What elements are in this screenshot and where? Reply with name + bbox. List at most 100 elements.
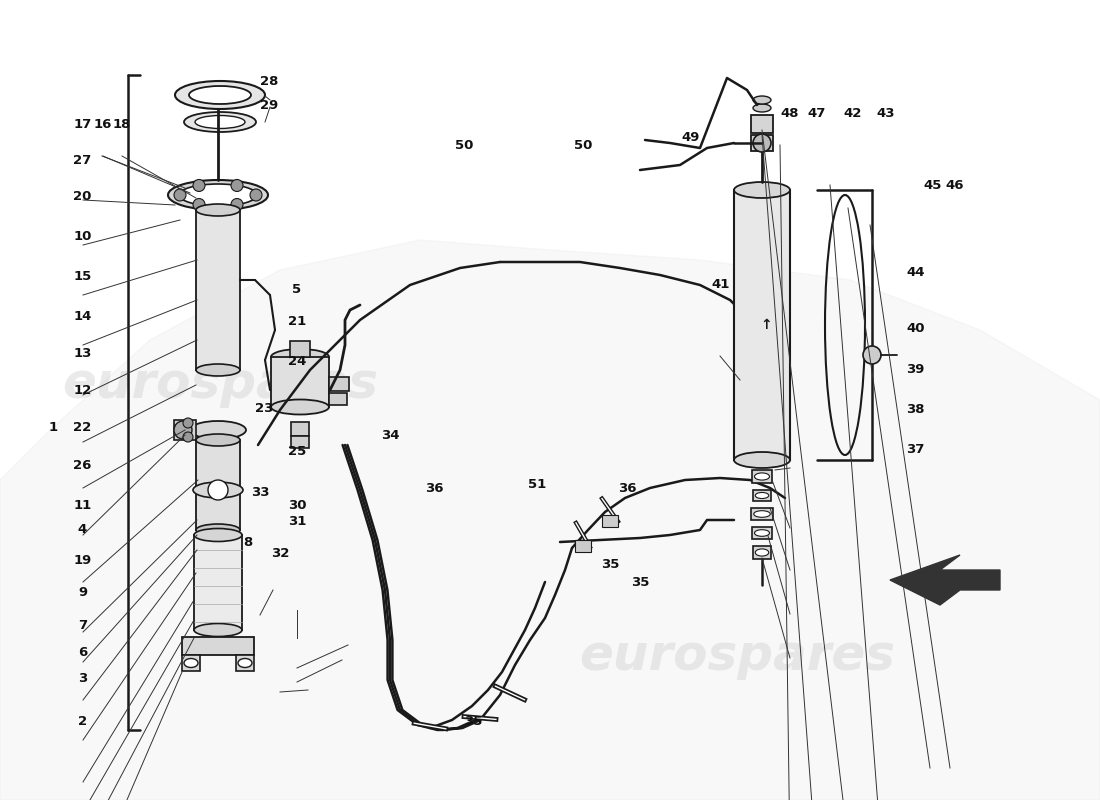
Text: 28: 28 [261,75,278,88]
Ellipse shape [179,184,257,206]
Text: 35: 35 [464,715,482,728]
Text: 36: 36 [426,482,443,494]
Ellipse shape [196,204,240,216]
Bar [194,535,242,630]
Bar [182,637,254,655]
Ellipse shape [734,182,790,198]
Bar [329,393,346,405]
Ellipse shape [271,399,329,414]
Text: 13: 13 [74,347,91,360]
Text: 37: 37 [906,443,924,456]
Circle shape [754,134,771,152]
Ellipse shape [184,658,198,667]
Text: 44: 44 [906,266,924,278]
Bar [182,655,200,671]
Ellipse shape [175,81,265,109]
Polygon shape [0,240,1100,800]
Text: 43: 43 [877,107,894,120]
Text: 10: 10 [74,230,91,242]
Text: 14: 14 [74,310,91,322]
Text: 38: 38 [906,403,924,416]
Text: 19: 19 [74,554,91,566]
Circle shape [231,179,243,191]
Text: 49: 49 [682,131,700,144]
Text: 51: 51 [528,478,546,490]
Circle shape [250,189,262,201]
Circle shape [174,421,192,439]
Ellipse shape [756,493,769,498]
Text: 15: 15 [74,270,91,282]
Text: 40: 40 [906,322,924,334]
Bar [329,377,349,391]
Bar [292,436,309,448]
Text: 34: 34 [382,430,399,442]
Bar [290,341,310,357]
Circle shape [174,189,186,201]
Ellipse shape [755,530,770,536]
Text: 8: 8 [243,536,252,549]
Bar [754,490,771,501]
Ellipse shape [196,524,240,536]
Text: 22: 22 [74,422,91,434]
Bar [752,527,772,539]
Text: eurospares: eurospares [579,632,895,680]
Text: 30: 30 [288,499,306,512]
Bar [751,115,773,133]
Text: 4: 4 [78,523,87,536]
Ellipse shape [754,104,771,112]
Text: 31: 31 [288,515,306,528]
Text: 7: 7 [78,619,87,632]
Text: 12: 12 [74,384,91,397]
Ellipse shape [190,421,246,439]
Text: 2: 2 [78,715,87,728]
Ellipse shape [754,510,770,518]
Text: 6: 6 [78,646,87,658]
Ellipse shape [184,112,256,132]
Text: 9: 9 [78,586,87,598]
Text: 18: 18 [113,118,131,130]
Text: 33: 33 [252,486,270,498]
Bar [575,540,591,552]
Ellipse shape [756,549,769,556]
Text: 26: 26 [74,459,91,472]
Ellipse shape [754,96,771,104]
Text: 45: 45 [924,179,942,192]
Ellipse shape [196,364,240,376]
Text: 46: 46 [946,179,964,192]
Text: 27: 27 [74,154,91,166]
Circle shape [183,432,192,442]
Circle shape [864,346,881,364]
Ellipse shape [192,482,243,498]
Text: 24: 24 [288,355,306,368]
Ellipse shape [271,349,329,365]
Bar [174,420,196,440]
Text: 25: 25 [288,446,306,458]
Text: 48: 48 [781,107,799,120]
Ellipse shape [755,473,770,480]
Text: 32: 32 [272,547,289,560]
Text: 35: 35 [631,576,649,589]
Ellipse shape [195,115,245,129]
Polygon shape [890,555,1000,605]
Ellipse shape [734,452,790,468]
Bar [196,440,240,530]
Circle shape [192,179,205,191]
Text: 17: 17 [74,118,91,130]
Bar [196,210,240,370]
Circle shape [231,198,243,210]
Text: 29: 29 [261,99,278,112]
Bar [751,135,773,151]
Ellipse shape [189,86,251,104]
Ellipse shape [238,658,252,667]
Ellipse shape [168,180,268,210]
Bar [734,190,790,460]
Ellipse shape [194,623,242,637]
Bar [271,357,329,407]
Ellipse shape [194,529,242,542]
Text: 42: 42 [844,107,861,120]
Text: 36: 36 [618,482,636,494]
Text: 11: 11 [74,499,91,512]
Text: 50: 50 [455,139,473,152]
Bar [754,546,771,559]
Bar [292,422,309,436]
